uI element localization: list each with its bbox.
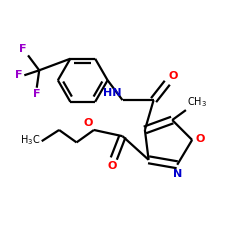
Text: HN: HN	[103, 88, 121, 98]
Text: N: N	[172, 168, 182, 178]
Text: CH$_3$: CH$_3$	[187, 96, 207, 109]
Text: F: F	[33, 89, 40, 99]
Text: O: O	[168, 72, 178, 82]
Text: O: O	[108, 160, 117, 170]
Text: F: F	[19, 44, 27, 54]
Text: H$_3$C: H$_3$C	[20, 133, 40, 147]
Text: F: F	[15, 70, 22, 80]
Text: O: O	[84, 118, 93, 128]
Text: O: O	[196, 134, 205, 144]
